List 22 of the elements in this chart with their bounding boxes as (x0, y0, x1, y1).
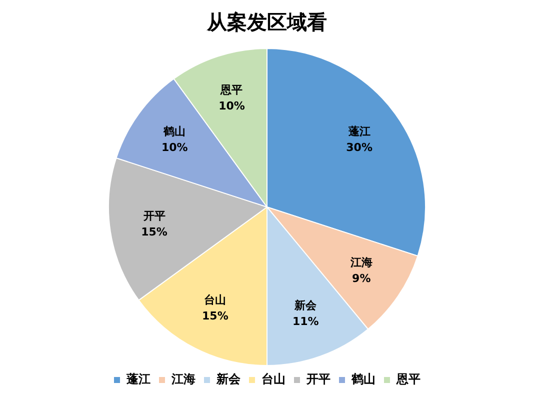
slice-label: 恩平 (220, 83, 243, 96)
data-label: 9% (352, 272, 371, 286)
legend-label: 蓬江 (126, 372, 150, 386)
slice-label: 台山 (204, 294, 226, 307)
legend-label: 江海 (170, 372, 196, 386)
data-label: 30% (346, 140, 372, 154)
data-label: 11% (292, 315, 319, 328)
legend-label: 开平 (306, 372, 330, 386)
slice-label: 新会 (294, 299, 318, 312)
slice-label: 江海 (349, 256, 372, 270)
chart-title: 从案发区域看 (206, 10, 327, 34)
data-label: 15% (141, 226, 168, 239)
slice-label: 开平 (142, 210, 166, 223)
legend-label: 鹤山 (350, 372, 376, 386)
data-label: 10% (218, 99, 245, 112)
legend-label: 新会 (216, 372, 242, 386)
slice-label: 蓬江 (347, 124, 370, 138)
legend-label: 台山 (262, 372, 286, 386)
slice-label: 鹤山 (162, 124, 186, 138)
data-label: 10% (162, 140, 188, 154)
legend-label: 恩平 (396, 372, 420, 386)
data-label: 15% (202, 310, 228, 323)
